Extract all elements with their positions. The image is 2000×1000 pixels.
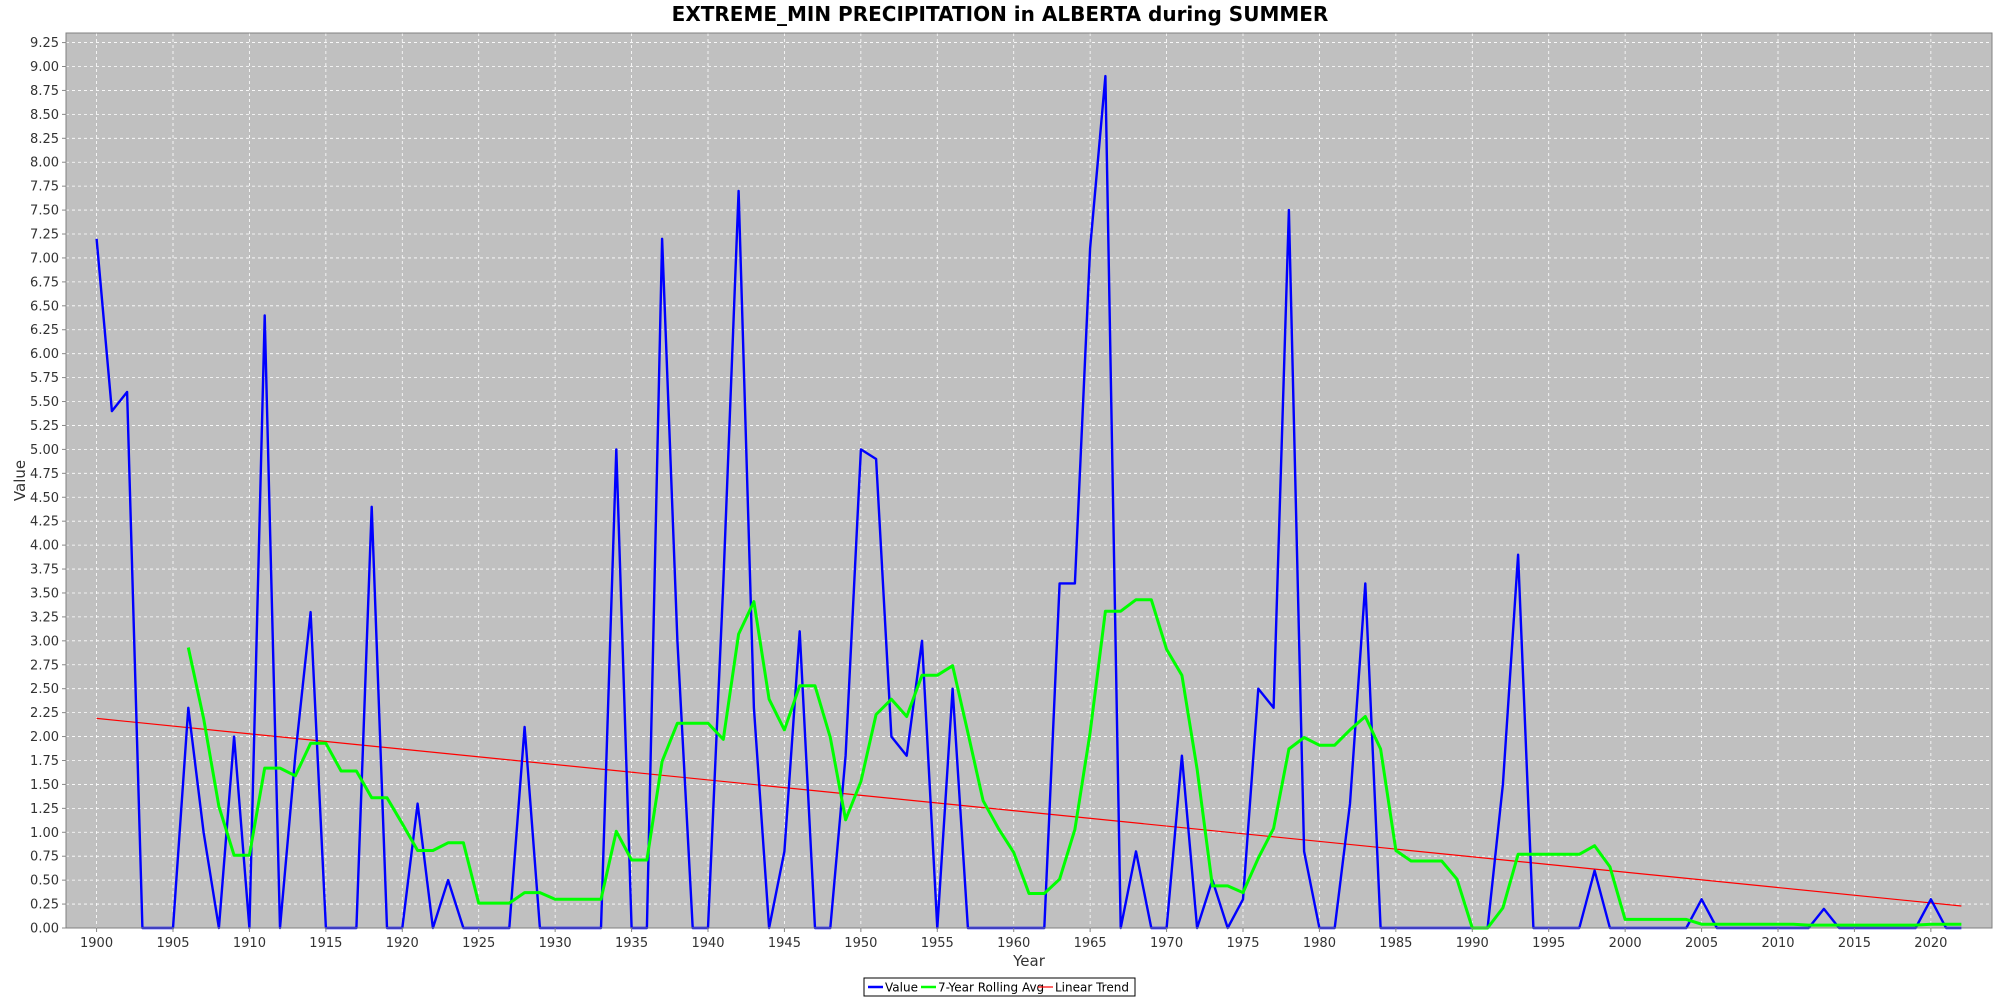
x-tick-label: 1930 bbox=[539, 936, 572, 951]
y-tick-label: 2.75 bbox=[30, 658, 59, 673]
y-tick-label: 4.00 bbox=[30, 539, 59, 554]
linear-trend-series-line bbox=[96, 717, 1962, 907]
y-tick-label: 1.75 bbox=[30, 754, 59, 769]
y-tick-label: 6.00 bbox=[30, 347, 59, 362]
y-tick-label: 8.25 bbox=[30, 132, 59, 147]
y-tick-label: 6.25 bbox=[30, 323, 59, 338]
y-tick-label: 0.25 bbox=[30, 898, 59, 913]
x-tick-label: 1925 bbox=[462, 936, 495, 951]
x-tick-label: 2000 bbox=[1609, 936, 1642, 951]
y-tick-label: 8.75 bbox=[30, 84, 59, 99]
y-tick-label: 3.75 bbox=[30, 563, 59, 578]
y-tick-label: 1.25 bbox=[30, 802, 59, 817]
y-tick-label: 3.25 bbox=[30, 610, 59, 625]
x-tick-label: 1960 bbox=[997, 936, 1030, 951]
x-tick-label: 1965 bbox=[1074, 936, 1107, 951]
y-tick-label: 4.75 bbox=[30, 467, 59, 482]
y-tick-label: 2.00 bbox=[30, 730, 59, 745]
y-tick-label: 7.50 bbox=[30, 204, 59, 219]
plot-border bbox=[65, 32, 1993, 929]
y-tick-label: 0.75 bbox=[30, 850, 59, 865]
y-tick-label: 0.00 bbox=[30, 922, 59, 937]
y-tick-label: 4.50 bbox=[30, 491, 59, 506]
y-tick-label: 4.25 bbox=[30, 515, 59, 530]
grid bbox=[66, 33, 1992, 929]
y-tick-label: 1.00 bbox=[30, 826, 59, 841]
x-tick-label: 2015 bbox=[1838, 936, 1871, 951]
x-tick-label: 1995 bbox=[1532, 936, 1565, 951]
y-tick-label: 0.50 bbox=[30, 874, 59, 889]
legend-label-value: Value bbox=[885, 981, 918, 995]
x-axis-title: Year bbox=[1012, 952, 1046, 970]
x-tick-label: 1985 bbox=[1379, 936, 1412, 951]
x-tick-label: 1990 bbox=[1456, 936, 1489, 951]
y-axis: 0.00 0.25 0.50 0.75 1.00 1.25 1.50 1.75 2.00 2.25… bbox=[30, 36, 66, 937]
x-tick-label: 1910 bbox=[233, 936, 266, 951]
x-tick-label: 1920 bbox=[386, 936, 419, 951]
x-tick-label: 1980 bbox=[1303, 936, 1336, 951]
x-tick-label: 2020 bbox=[1914, 936, 1947, 951]
x-tick-label: 2005 bbox=[1685, 936, 1718, 951]
legend-label-7-year-rolling-avg: 7-Year Rolling Avg bbox=[938, 981, 1044, 995]
y-tick-label: 2.25 bbox=[30, 706, 59, 721]
y-tick-label: 6.50 bbox=[30, 299, 59, 314]
x-tick-label: 1935 bbox=[615, 936, 648, 951]
y-tick-label: 1.50 bbox=[30, 778, 59, 793]
y-tick-label: 7.00 bbox=[30, 251, 59, 266]
y-tick-label: 8.00 bbox=[30, 156, 59, 171]
legend-box bbox=[863, 977, 1136, 997]
legend-label-linear-trend: Linear Trend bbox=[1055, 981, 1129, 995]
x-tick-label: 1975 bbox=[1226, 936, 1259, 951]
y-tick-label: 7.25 bbox=[30, 228, 59, 243]
y-tick-label: 6.75 bbox=[30, 275, 59, 290]
x-tick-label: 1900 bbox=[80, 936, 113, 951]
y-tick-label: 9.00 bbox=[30, 60, 59, 75]
legend: Value 7-Year Rolling Avg Linear Trend bbox=[863, 977, 1136, 997]
x-tick-label: 1955 bbox=[921, 936, 954, 951]
y-tick-label: 5.75 bbox=[30, 371, 59, 386]
y-tick-label: 5.00 bbox=[30, 443, 59, 458]
x-tick-label: 1970 bbox=[1150, 936, 1183, 951]
x-tick-label: 1905 bbox=[156, 936, 189, 951]
x-tick-label: 1945 bbox=[768, 936, 801, 951]
chart-title: EXTREME_MIN PRECIPITATION in ALBERTA dur… bbox=[672, 2, 1329, 26]
plot-area bbox=[66, 33, 1992, 928]
y-tick-label: 7.75 bbox=[30, 180, 59, 195]
y-tick-label: 3.00 bbox=[30, 634, 59, 649]
x-tick-label: 1950 bbox=[844, 936, 877, 951]
y-tick-label: 2.50 bbox=[30, 682, 59, 697]
y-axis-title: Value bbox=[11, 460, 29, 501]
x-axis: 1900 1905 1910 1915 1920 1925 1930 1935 1940 1945… bbox=[80, 928, 1947, 951]
y-tick-label: 9.25 bbox=[30, 36, 59, 51]
7-year-rolling-avg-series-line bbox=[186, 598, 1962, 930]
x-tick-label: 1915 bbox=[309, 936, 342, 951]
x-tick-label: 2010 bbox=[1761, 936, 1794, 951]
y-tick-label: 5.50 bbox=[30, 395, 59, 410]
y-tick-label: 3.50 bbox=[30, 586, 59, 601]
y-tick-label: 5.25 bbox=[30, 419, 59, 434]
x-tick-label: 1940 bbox=[691, 936, 724, 951]
y-tick-label: 8.50 bbox=[30, 108, 59, 123]
